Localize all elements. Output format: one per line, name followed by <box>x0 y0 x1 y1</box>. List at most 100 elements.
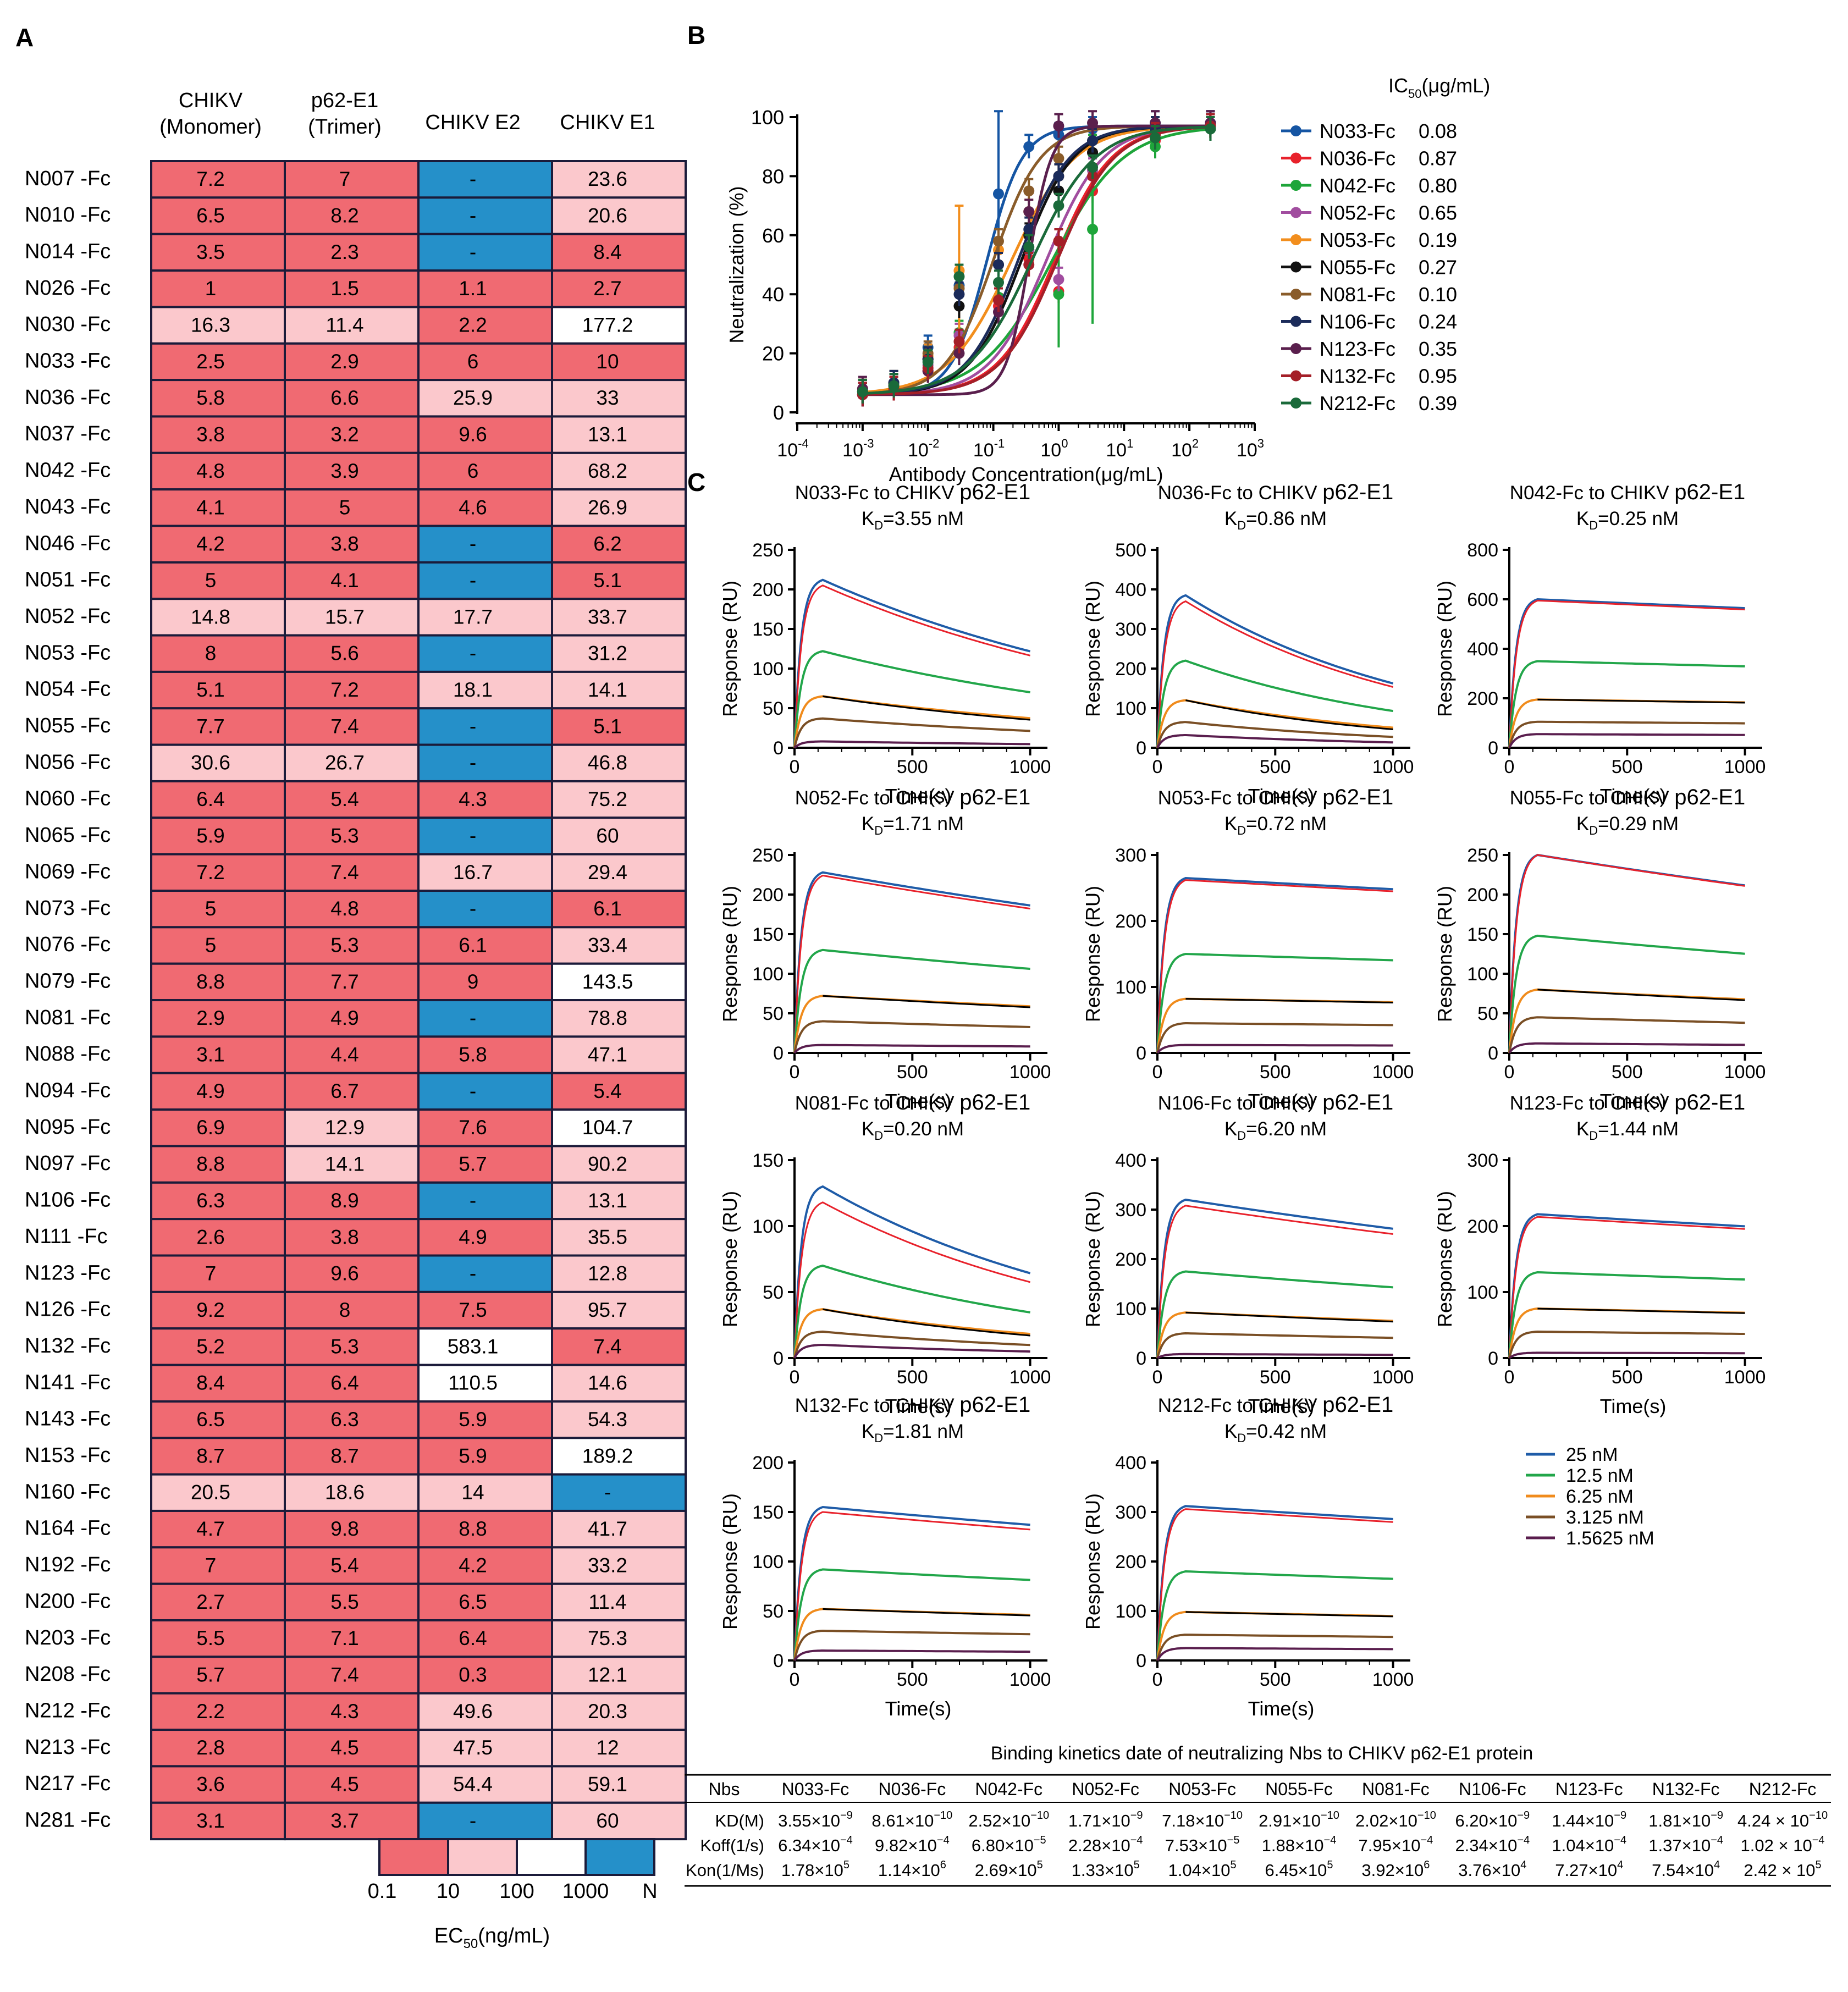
sensorgram-curve <box>793 695 1030 748</box>
heatmap-row-label: N010 -Fc <box>25 203 111 227</box>
kd-value: =1.81 nM <box>883 1421 964 1442</box>
heatmap-cell-value: 5.3 <box>330 934 358 956</box>
heatmap-cell <box>551 415 687 454</box>
sensorgram-kd: KD=0.72 nM <box>1224 813 1327 837</box>
y-tick-label: 400 <box>1115 1453 1146 1474</box>
y-tick-label: 0 <box>773 401 784 424</box>
sensorgram-title: N132-Fc to CHIKV p62-E1 <box>795 1393 1031 1417</box>
legend-title: IC50(μg/mL) <box>1388 74 1490 101</box>
heatmap-cell-value: - <box>470 1189 476 1212</box>
title-prefix: N106-Fc to CHIKV <box>1158 1092 1323 1114</box>
heatmap-cell <box>417 1035 553 1074</box>
heatmap-cell-value: 8 <box>339 1299 351 1321</box>
legend-ic50-value: 0.10 <box>1419 283 1457 306</box>
heatmap-cell-value: - <box>470 1809 476 1832</box>
y-tick-label: 200 <box>1467 1216 1498 1237</box>
y-tick-label: 150 <box>752 619 784 640</box>
heatmap-column-header: p62-E1 <box>311 89 379 112</box>
legend-label: N053-Fc <box>1320 229 1395 251</box>
sensorgram-curve <box>1156 1332 1393 1359</box>
heatmap-cell <box>417 1801 553 1841</box>
y-tick-label: 200 <box>1115 1249 1146 1270</box>
sensorgram-curve <box>1508 598 1745 748</box>
heatmap-cell-value: 5.4 <box>330 1554 358 1576</box>
heatmap-cell-value: 6.2 <box>593 533 621 555</box>
table-cell: 7.53×10−5 <box>1165 1834 1240 1855</box>
x-tick-label: 0 <box>1152 1367 1163 1388</box>
heatmap-cell <box>284 1765 420 1804</box>
y-axis-label: Response (RU) <box>719 581 741 717</box>
y-axis-label: Response (RU) <box>1433 886 1456 1022</box>
series-N132-Fc <box>857 113 1216 407</box>
y-tick-label: 250 <box>752 540 784 561</box>
heatmap-cell-value: 7 <box>339 168 351 190</box>
y-tick-label: 0 <box>1136 1348 1146 1369</box>
heatmap-cell-value: 3.2 <box>330 423 358 446</box>
heatmap-cell <box>284 1145 420 1184</box>
table-cell-exponent: 5 <box>1230 1859 1236 1871</box>
heatmap-cell-value: 54.3 <box>588 1408 627 1431</box>
x-tick-label: 0 <box>1152 1062 1163 1083</box>
sensorgram-curve <box>793 1330 1030 1359</box>
heatmap-cell-value: - <box>470 1262 476 1285</box>
table-cell-exponent: −9 <box>1130 1809 1143 1822</box>
x-tick-label: 1000 <box>1372 757 1414 777</box>
kd-k: K <box>1224 1421 1237 1442</box>
sensorgram-curve <box>793 1649 1030 1662</box>
table-cell-mantissa: 2.34×10 <box>1455 1836 1517 1855</box>
x-tick-label: 1000 <box>1372 1367 1414 1388</box>
data-point <box>992 188 1004 200</box>
heatmap-cell-value: 23.6 <box>588 168 627 190</box>
series-N053-Fc <box>857 113 1216 404</box>
y-tick-label: 250 <box>752 845 784 866</box>
heatmap-cell <box>150 926 286 965</box>
heatmap-cell-value: 4.7 <box>196 1518 224 1540</box>
x-tick-label: 10-4 <box>777 437 808 461</box>
heatmap-cell-value: 7.2 <box>196 861 224 884</box>
legend-title-main: IC <box>1388 74 1408 97</box>
table-cell: 2.28×10−4 <box>1068 1834 1143 1855</box>
table-cell-exponent: −4 <box>1420 1834 1433 1846</box>
table-cell-exponent: −4 <box>1517 1834 1530 1846</box>
heatmap-legend-tick: N <box>642 1880 657 1903</box>
heatmap-cell <box>150 415 286 454</box>
sensorgram-curve <box>1508 1330 1745 1359</box>
heatmap-row-label: N052 -Fc <box>25 605 111 628</box>
y-tick-label: 0 <box>1488 1348 1498 1369</box>
kd-sub: D <box>1237 518 1246 532</box>
x-tick-exp: -3 <box>863 437 874 450</box>
heatmap-cell-value: 14.1 <box>325 1153 365 1176</box>
x-tick-exp: 0 <box>1061 437 1068 450</box>
heatmap-cell-value: 2.9 <box>330 350 358 373</box>
fit-curve <box>862 124 1212 396</box>
title-antigen: p62-E1 <box>1674 480 1745 504</box>
y-tick-label: 0 <box>773 1348 784 1369</box>
kd-value: =0.29 nM <box>1598 813 1679 835</box>
heatmap-cell-value: 2.2 <box>459 314 487 336</box>
table-cell-exponent: −10 <box>1809 1809 1828 1822</box>
legend-title-main: EC <box>434 1924 464 1947</box>
kd-sub: D <box>1589 518 1598 532</box>
heatmap-cell <box>150 1181 286 1221</box>
y-tick-label: 0 <box>1136 1043 1146 1064</box>
table-header-cell: N053-Fc <box>1168 1779 1236 1799</box>
heatmap-cell-value: 46.8 <box>588 752 627 774</box>
heatmap-cell <box>417 1546 553 1585</box>
sensorgram-curve <box>1156 734 1393 748</box>
fit-curve <box>862 125 1212 395</box>
data-point <box>953 336 965 347</box>
panel-label-c: C <box>687 468 705 496</box>
x-tick-base: 10 <box>1106 440 1127 461</box>
table-cell-exponent: −10 <box>1224 1809 1243 1822</box>
title-antigen: p62-E1 <box>1322 1090 1393 1114</box>
heatmap-cell-value: 4.2 <box>196 533 224 555</box>
sensorgram-panel: N036-Fc to CHIKV p62-E1 KD=0.86 nM 0 100 200… <box>1082 480 1414 807</box>
heatmap-cell-value: 14.6 <box>588 1372 627 1394</box>
heatmap-cell-value: 1.1 <box>459 277 487 300</box>
kd-value: =0.72 nM <box>1246 813 1327 835</box>
sensorgram-title: N036-Fc to CHIKV p62-E1 <box>1158 480 1394 504</box>
data-point <box>922 356 934 368</box>
sensorgram-title: N081-Fc to CHIKV p62-E1 <box>795 1090 1031 1114</box>
heatmap-cell-value: 33 <box>596 387 619 409</box>
series-N033-Fc <box>857 110 1216 407</box>
